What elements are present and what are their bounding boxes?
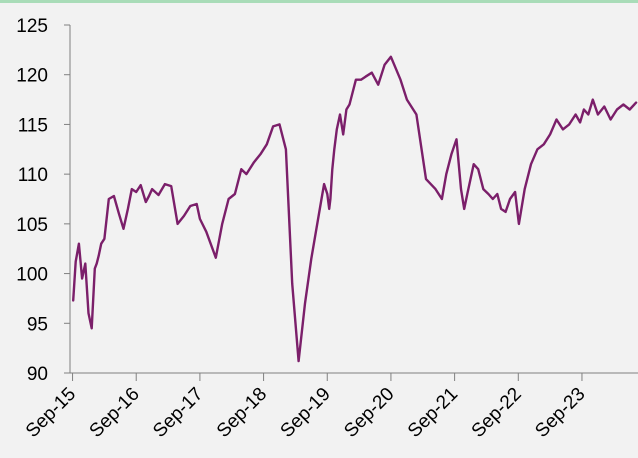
x-tick-label: Sep-16 [86,384,144,442]
y-tick-label: 115 [18,115,48,136]
x-tick-label: Sep-19 [277,384,335,442]
y-tick-label: 90 [27,364,48,385]
series-group [72,55,638,363]
y-tick-label: 100 [16,265,48,286]
y-tick-label: 120 [16,66,48,87]
series-line [72,55,638,363]
x-tick-label: Sep-20 [340,384,398,442]
x-tick-label: Sep-22 [468,384,526,442]
x-tick-label: Sep-21 [404,384,462,442]
x-tick-label: Sep-18 [213,384,271,442]
x-tick-label: Sep-15 [22,384,80,442]
y-axis: 90 95 100 105 110 115 120 125 [16,16,71,385]
x-tick-label: Sep-23 [531,384,589,442]
y-tick-label: 105 [16,215,48,236]
y-tick-label: 110 [18,165,48,186]
x-axis: Sep-15 Sep-16 Sep-17 Sep-18 Sep-19 Sep-20 Sep-… [22,372,638,442]
top-border [0,0,638,3]
y-tick-label: 95 [27,314,48,335]
y-tick-label: 125 [16,16,48,37]
x-tick-label: Sep-17 [149,384,207,442]
